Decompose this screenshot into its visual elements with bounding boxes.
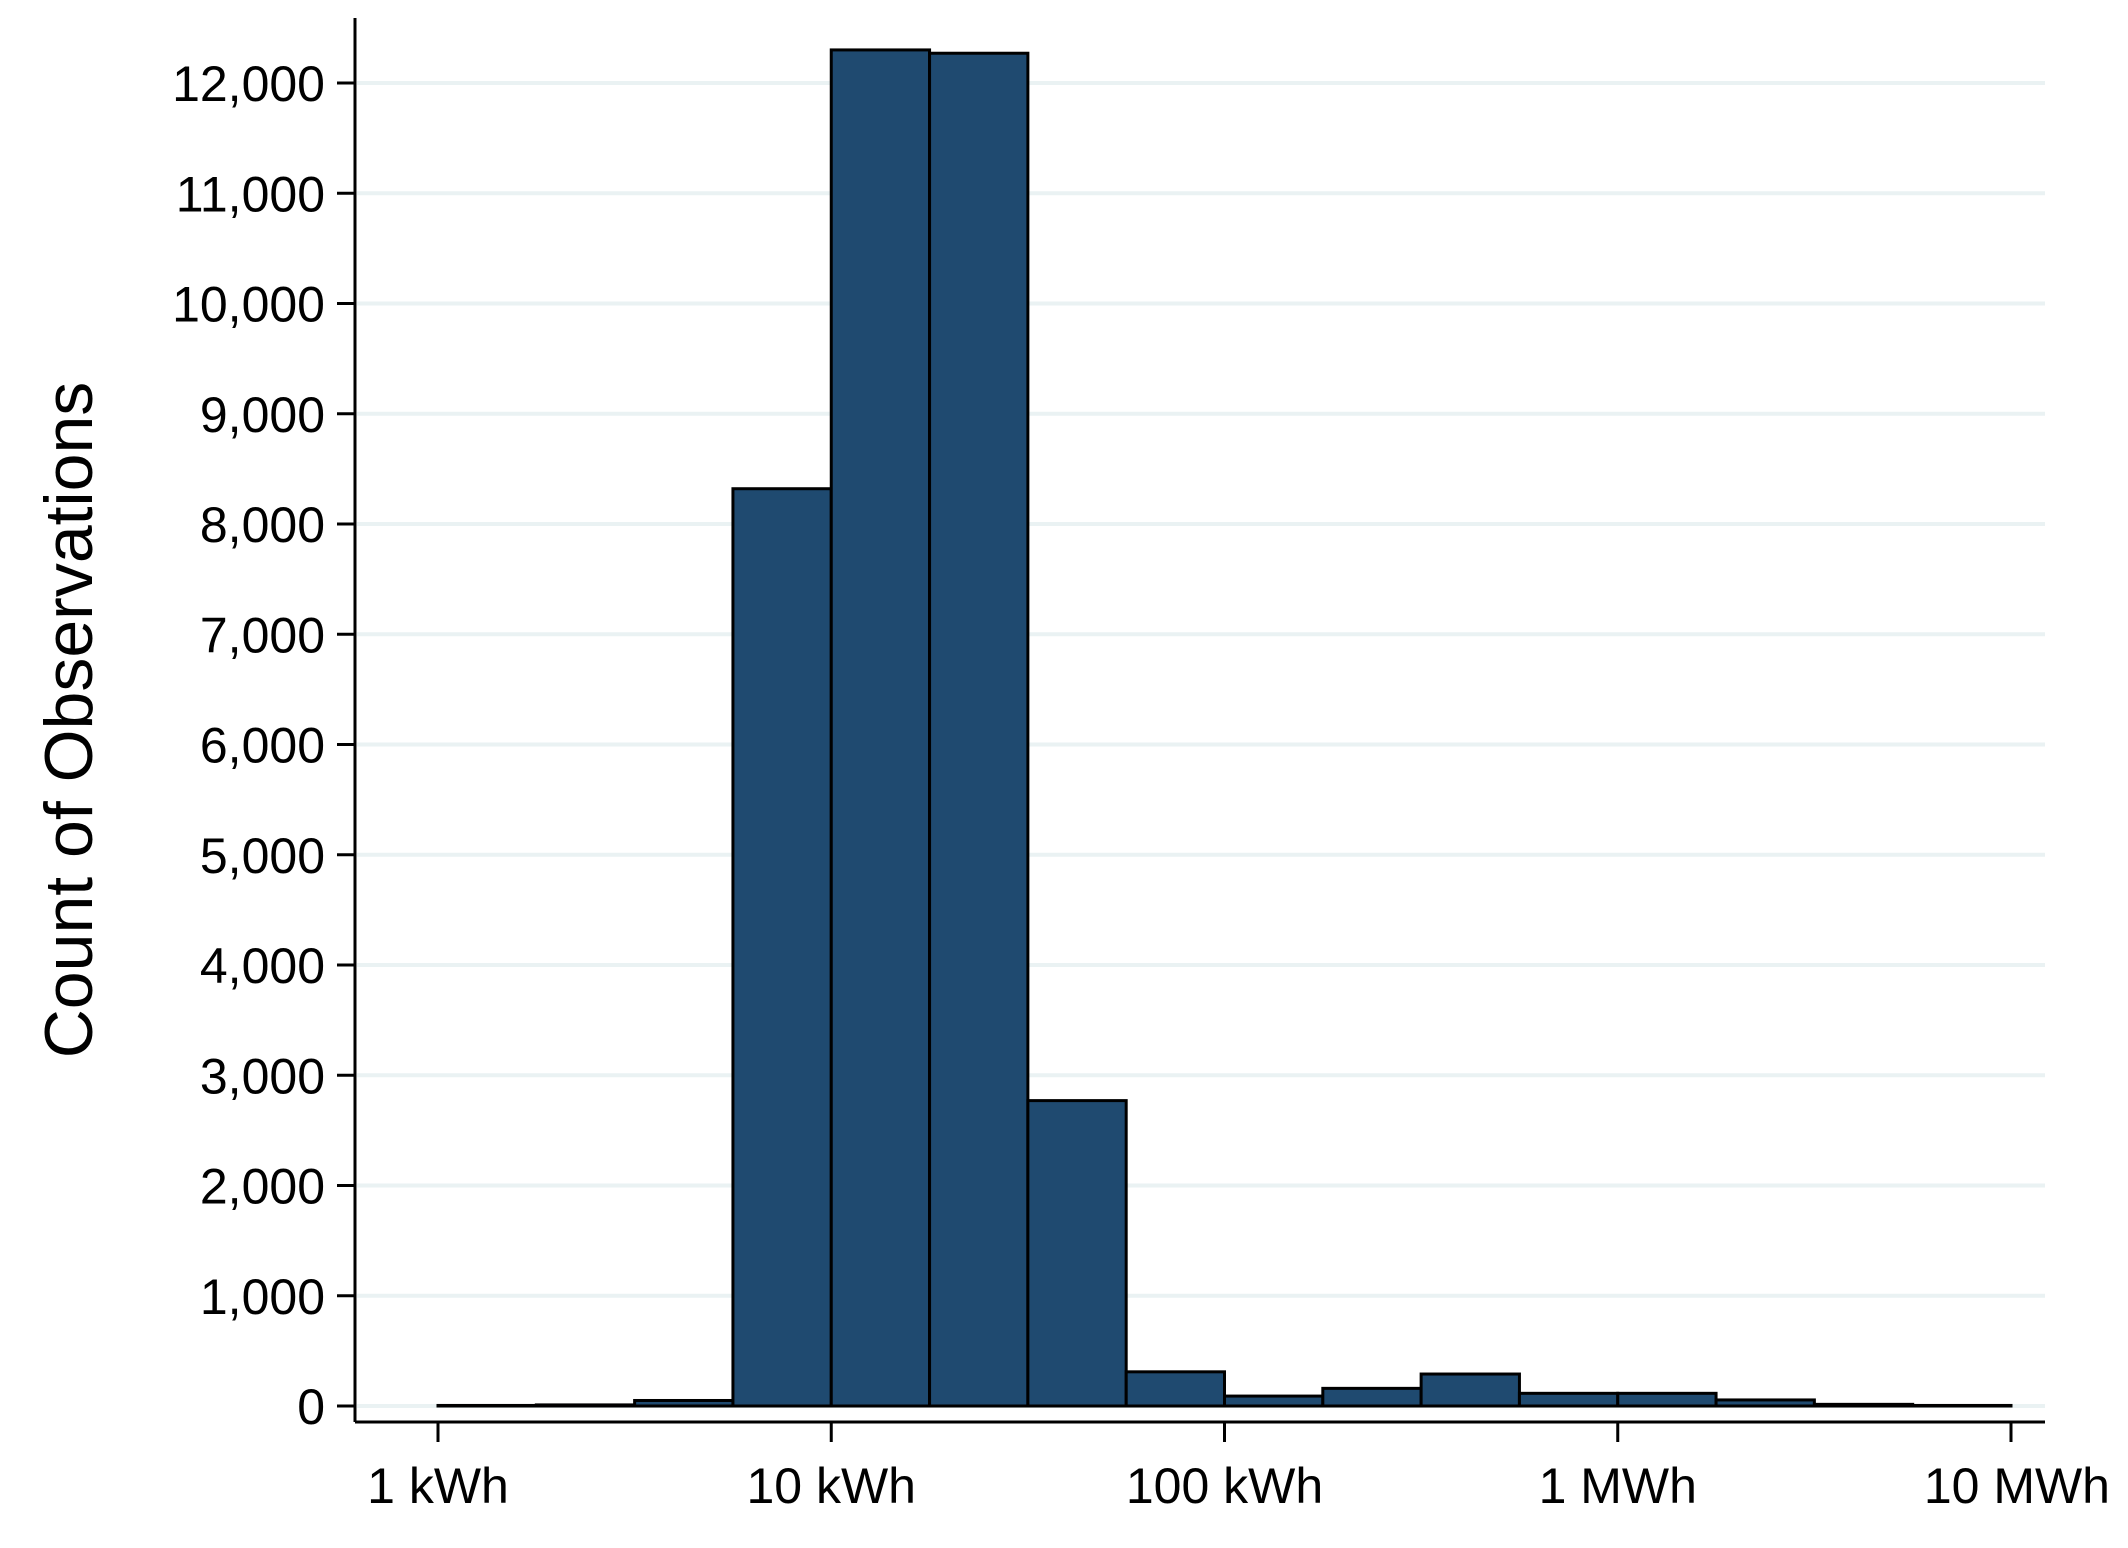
histogram-bar [731,487,833,1408]
y-tick-label: 6,000 [200,718,325,774]
x-tick-label: 10 kWh [746,1458,916,1514]
histogram-bar [534,1403,637,1408]
x-tick-label: 100 kWh [1126,1458,1323,1514]
x-tick-label: 1 kWh [367,1458,509,1514]
y-tick-label: 3,000 [200,1048,325,1104]
bars [436,48,2013,1408]
y-tick-label: 12,000 [172,56,325,112]
y-tick-label: 11,000 [176,166,325,222]
y-tick-label: 5,000 [200,828,325,884]
y-axis-ticks: 0 1,000 2,000 3,000 4,000 5,000 6,000 7,000 8,00… [172,56,355,1435]
y-tick-label: 0 [297,1379,325,1435]
histogram-bar [829,48,932,1408]
histogram-bar [1911,1403,2013,1408]
y-axis-title: Count of Observations [31,382,107,1059]
histogram-bar [1517,1391,1620,1408]
y-tick-label: 7,000 [200,607,325,663]
histogram-bar [1124,1370,1226,1408]
y-tick-label: 1,000 [200,1269,325,1325]
histogram-bar [928,51,1030,1408]
histogram-bar [1616,1391,1718,1408]
axes [353,18,2045,1424]
histogram-bar [1812,1402,1915,1408]
y-tick-label: 10,000 [172,277,325,333]
histogram-bar [1026,1099,1128,1408]
x-tick-label: 10 MWh [1924,1458,2110,1514]
histogram-bar [633,1398,735,1408]
histogram-bar [436,1403,538,1408]
y-tick-label: 8,000 [200,497,325,553]
histogram-bar [1714,1398,1816,1408]
histogram-bar [1321,1386,1423,1408]
y-tick-label: 2,000 [200,1159,325,1215]
gridlines [357,81,2045,1408]
y-tick-label: 4,000 [200,938,325,994]
histogram-bar [1419,1372,1521,1408]
histogram-bar [1223,1394,1325,1408]
x-axis-ticks: 1 kWh 10 kWh 100 kWh 1 MWh 10 MWh [367,1422,2110,1514]
y-tick-label: 9,000 [200,387,325,443]
x-tick-label: 1 MWh [1539,1458,1697,1514]
